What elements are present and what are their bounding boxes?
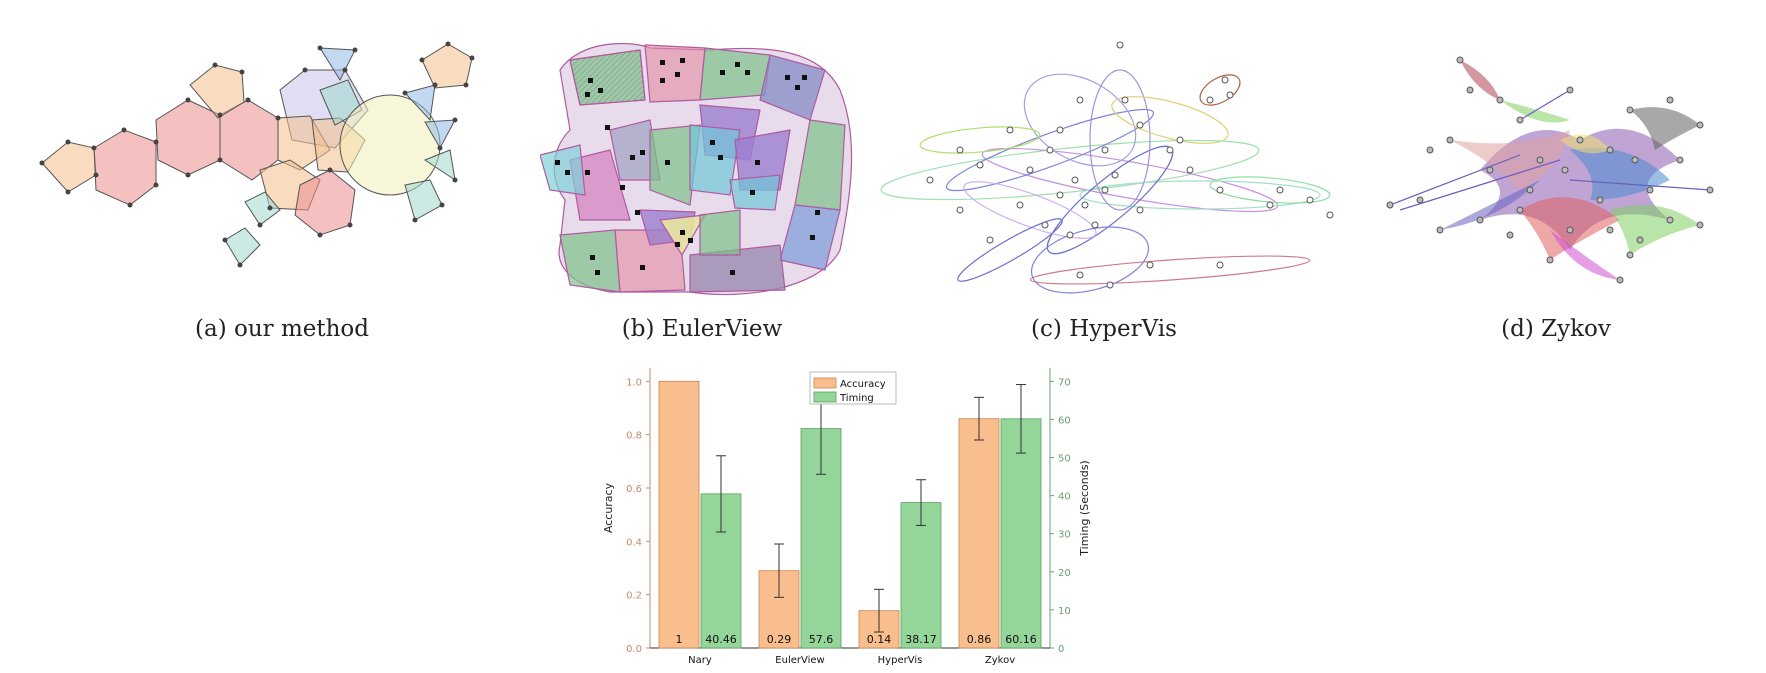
x-tick-label: Zykov [985, 655, 1015, 666]
square-shape [224, 227, 261, 266]
left-tick-label: 0.0 [626, 644, 642, 655]
timing-bar [1000, 418, 1042, 649]
panel-eulerview [540, 30, 870, 310]
our-method-figure [39, 41, 475, 268]
timing-value-label: 60.16 [1005, 633, 1037, 646]
accuracy-value-label: 0.29 [767, 633, 792, 646]
right-tick-label: 70 [1058, 377, 1071, 388]
right-tick-label: 60 [1058, 415, 1071, 426]
timing-bar [900, 502, 942, 649]
accuracy-value-label: 1 [676, 633, 683, 646]
left-tick-label: 1.0 [626, 377, 642, 388]
caption-our-method: (a) our method [195, 316, 369, 342]
zykov-figure [1386, 56, 1714, 284]
hexagon-shape [155, 99, 221, 176]
x-tick-label: HyperVis [878, 655, 923, 666]
x-tick-label: EulerView [775, 655, 824, 666]
right-tick-label: 0 [1058, 644, 1064, 655]
caption-eulerview: (b) EulerView [621, 316, 783, 342]
caption-hypervis: (c) HyperVis [1031, 316, 1177, 342]
panel-hypervis [870, 30, 1360, 310]
right-tick-label: 10 [1058, 606, 1071, 617]
triangle-shape [319, 47, 356, 82]
left-tick-label: 0.2 [626, 591, 642, 602]
timing-value-label: 40.46 [705, 633, 737, 646]
triangle-shape [404, 84, 436, 122]
panel-zykov [1370, 30, 1740, 310]
y-axis-title: Accuracy [602, 482, 615, 533]
accuracy-legend-swatch [813, 377, 837, 389]
caption-zykov: (d) Zykov [1501, 316, 1611, 342]
hypervis-figure [880, 41, 1334, 294]
x-tick-label: Nary [688, 655, 712, 666]
accuracy-value-label: 0.86 [967, 633, 992, 646]
right-tick-label: 50 [1058, 454, 1071, 465]
y2-axis-title: Timing (Seconds) [1078, 460, 1091, 556]
timing-value-label: 57.6 [809, 633, 834, 646]
hexagon-shape [93, 129, 157, 206]
square-shape [244, 191, 281, 226]
accuracy-timing-chart: 0.0 0.2 0.4 0.6 0.8 1.0 0 10 20 30 40 50 60 70 Accurac… [590, 360, 1110, 673]
left-tick-label: 0.6 [626, 484, 642, 495]
left-tick-label: 0.8 [626, 431, 642, 442]
panel-our-method [30, 30, 550, 310]
timing-legend-label: Timing [839, 393, 874, 404]
pentagon-shape [189, 64, 245, 119]
accuracy-bar [658, 380, 700, 649]
timing-value-label: 38.17 [905, 633, 937, 646]
accuracy-legend-label: Accuracy [840, 379, 886, 390]
triangle-shape [424, 119, 456, 150]
eulerview-figure [540, 42, 853, 296]
right-tick-label: 30 [1058, 530, 1071, 541]
square-shape [404, 179, 443, 221]
chart-svg: 0.0 0.2 0.4 0.6 0.8 1.0 0 10 20 30 40 50 60 70 Accurac… [602, 368, 1091, 666]
accuracy-bar [958, 418, 1000, 649]
triangle-shape [423, 149, 456, 182]
right-tick-label: 20 [1058, 568, 1071, 579]
right-tick-label: 40 [1058, 492, 1071, 503]
left-tick-label: 0.4 [626, 537, 642, 548]
pentagon-shape [41, 141, 97, 193]
pentagon-shape [421, 43, 473, 89]
timing-legend-swatch [813, 391, 837, 403]
accuracy-value-label: 0.14 [867, 633, 892, 646]
